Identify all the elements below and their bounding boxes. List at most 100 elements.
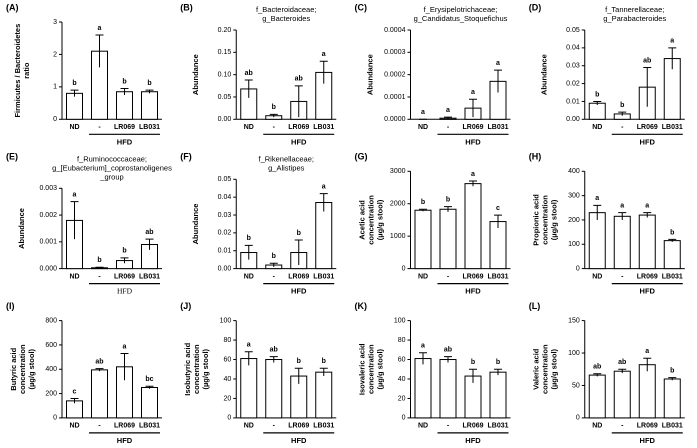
error-bar [244,351,253,366]
y-axis-label: Abundance [17,208,26,249]
x-tick-label: - [273,423,276,430]
error-bar [444,206,452,212]
error-bar [269,113,278,118]
error-bar [145,89,154,94]
panel-title: _group [99,172,123,181]
bar [638,214,656,270]
significance-letter: b [247,235,251,242]
x-tick-label: LR069 [462,423,483,430]
x-tick-label: - [621,423,624,430]
y-tick-label: 1000 [390,233,406,240]
bar [439,359,457,419]
y-tick-label: 0.02 [218,230,232,237]
y-tick-label: 0.04 [218,194,232,201]
y-axis-label: Isobutyric acid [183,342,192,395]
significance-letter: ab [270,346,278,353]
y-tick-label: 0.01 [218,248,232,255]
error-bar [70,89,79,97]
y-axis-label: (µg/g stool) [375,199,384,240]
error-bar [643,357,652,372]
error-bar [444,356,452,363]
x-tick-label: LB031 [313,423,334,430]
y-tick-label: 60 [223,356,231,363]
panel-title: f_Tannerellaceae; [605,5,664,14]
error-bar [469,368,477,383]
x-tick-label: LB031 [662,273,683,280]
y-tick-label: 1 [53,84,57,91]
panel-title: g_Bacteroides [262,14,310,23]
y-tick-label: 2000 [390,201,406,208]
x-tick-label: ND [244,124,254,131]
x-tick-label: LR069 [114,273,135,280]
x-tick-label: - [98,423,101,430]
x-tick-label: - [447,423,450,430]
significance-letter: b [471,359,475,366]
x-tick-label: LR069 [637,273,658,280]
error-bar [95,368,104,372]
y-axis-label: concentration [192,344,201,394]
error-bar [469,180,477,187]
significance-letter: b [97,257,101,264]
panel-title: f_Bacteroidaceae; [256,5,316,14]
panel-title: f_Ruminococcaceae; [77,154,147,163]
y-tick-label: 0.05 [566,27,580,34]
error-bar [95,266,104,269]
y-tick-label: 400 [568,168,580,175]
y-tick-label: 0.05 [218,94,232,101]
x-tick-label: ND [69,124,79,131]
error-bar [145,238,154,250]
x-tick-label: LR069 [637,423,658,430]
y-tick-label: 0.000 [39,265,57,272]
y-axis-label: Butyric acid [9,347,18,390]
panel: (E) f_Ruminococcaceae;g_[Eubacterium]_cop… [6,152,172,296]
x-tick-label: - [621,273,624,280]
group-label: HFD [117,286,133,295]
error-bar [668,238,677,242]
significance-letter: c [73,388,77,395]
y-tick-label: 0 [53,116,57,123]
bar [613,370,631,419]
bar [265,359,283,419]
panel-title: g_[Eubacterium]_coprostanoligenes [52,163,172,172]
error-bar [95,34,104,68]
y-tick-label: 100 [568,241,580,248]
x-tick-label: LR069 [288,423,309,430]
significance-letter: b [72,80,76,87]
error-bar [494,69,502,93]
y-axis-label: concentration [541,195,550,245]
bar [638,364,656,419]
significance-letter: ab [444,346,452,353]
bar [439,208,457,270]
significance-letter: a [247,342,251,349]
significance-letter: c [496,205,500,212]
x-tick-label: - [273,273,276,280]
error-bar [643,212,652,218]
y-tick-label: 0.0004 [384,27,406,34]
group-label: HFD [291,287,307,296]
x-tick-label: ND [418,124,428,131]
group-label: HFD [465,287,481,296]
panel-title: f_Rikenellaceae; [259,154,314,163]
panel-label: (K) [355,301,368,311]
significance-letter: ab [245,70,253,77]
group-label: HFD [117,137,133,146]
y-tick-label: 0.01 [566,98,580,105]
x-tick-label: LB031 [313,273,334,280]
panel: (H) Propionic acid concentration (µg/g stoo… [529,152,685,296]
significance-letter: ab [593,364,601,371]
y-tick-label: 80 [398,337,406,344]
significance-letter: b [446,196,450,203]
panel: (G) Acetic acid concentration (µg/g stool) 0… [355,152,511,296]
bar [464,183,482,270]
group-label: HFD [117,436,133,445]
bar [315,202,333,270]
x-tick-label: LB031 [487,423,508,430]
y-axis-label: (µg/g stool) [201,348,210,389]
y-tick-label: 100 [220,317,232,324]
significance-letter: bc [145,376,153,383]
error-bar [319,60,328,84]
x-tick-label: LR069 [114,423,135,430]
x-tick-label: LR069 [288,124,309,131]
bar [141,91,158,120]
y-tick-label: 150 [568,317,580,324]
